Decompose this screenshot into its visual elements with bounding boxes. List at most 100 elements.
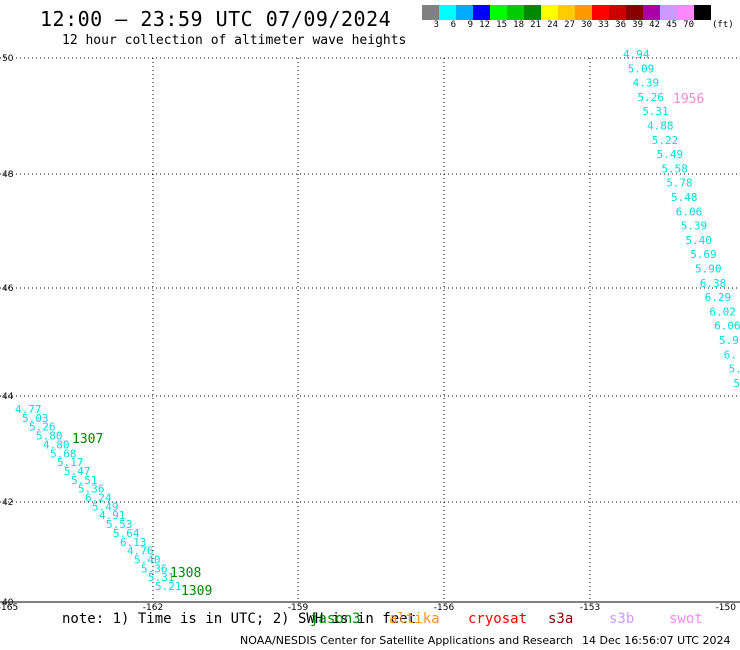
wave-height-label: 5.36 (78, 483, 105, 496)
latitude-label: 40 (2, 598, 14, 608)
color-swatch (473, 5, 490, 20)
longitude-label: -159 (288, 603, 309, 613)
wave-height-label: 5.68 (50, 447, 77, 460)
color-swatch (609, 5, 626, 20)
longitude-label: -150 (716, 603, 737, 613)
wave-height-label: 5.78 (666, 177, 693, 190)
color-tick-label: 30 (581, 20, 592, 30)
pass-time-label: 1956 (673, 92, 704, 107)
satellite-legend-s3b: s3b (609, 611, 635, 627)
satellite-legend-s3a: s3a (548, 611, 574, 627)
page-subtitle: 12 hour collection of altimeter wave hei… (62, 33, 407, 48)
wave-height-label: 5.53 (106, 518, 133, 531)
wave-height-label: 5.64 (113, 527, 140, 540)
longitude-label: -165 (0, 603, 18, 613)
pass-time-label: 1309 (181, 584, 212, 599)
color-swatch (439, 5, 456, 20)
wave-height-label: 5.31 (642, 105, 669, 118)
wave-height-label: 6.06 (714, 320, 740, 333)
wave-height-label: 4.77 (15, 403, 42, 416)
wave-height-label: 6.02 (709, 305, 736, 318)
longitude-label: -162 (143, 603, 163, 613)
wave-height-label: 5.51 (71, 474, 98, 487)
color-tick-label: 70 (683, 20, 694, 30)
wave-height-label: 5.9 (719, 334, 739, 347)
wave-height-label: 5.47 (64, 465, 91, 478)
color-tick-label: 27 (564, 20, 575, 30)
wave-height-label: 5.03 (22, 412, 49, 425)
color-tick-label: 6 (450, 20, 456, 30)
color-swatch (456, 5, 473, 20)
wave-height-label: 5.40 (134, 553, 161, 566)
wave-height-label: 5.31 (148, 571, 175, 584)
wave-height-label: 4.76 (127, 545, 154, 558)
wave-height-label: 5.90 (695, 263, 722, 276)
color-tick-label: 39 (632, 20, 643, 30)
wave-height-label: 5.48 (671, 191, 698, 204)
color-tick-label: 42 (649, 20, 660, 30)
wave-height-label: 5.26 (637, 91, 664, 104)
wave-height-label: 4.39 (633, 77, 660, 90)
color-swatch (490, 5, 507, 20)
satellite-legend-altika: altika (389, 611, 440, 627)
wave-height-label: 5.36 (141, 562, 168, 575)
satellite-legend-swot: swot (669, 611, 703, 627)
wave-height-label: 5.26 (29, 421, 56, 434)
color-tick-label: 9 (467, 20, 473, 30)
color-swatch (422, 5, 439, 20)
color-tick-label: 24 (547, 20, 558, 30)
color-swatch (660, 5, 677, 20)
color-swatch (643, 5, 660, 20)
wave-height-label: 5.80 (36, 430, 63, 443)
satellite-legend-cryosat: cryosat (468, 611, 528, 627)
wave-height-label: 5.58 (661, 162, 688, 175)
color-scale-unit: (ft) (712, 20, 734, 30)
color-tick-label: 15 (496, 20, 507, 30)
footnote: note: 1) Time is in UTC; 2) SWH is in fe… (62, 611, 417, 627)
wave-height-label: 5 (733, 377, 740, 390)
wave-height-label: 5.39 (681, 220, 708, 233)
wave-height-label: 4.80 (43, 438, 70, 451)
wave-height-label: 6.24 (85, 492, 112, 505)
wave-height-label: 6.29 (705, 291, 732, 304)
color-swatch (541, 5, 558, 20)
color-swatch (524, 5, 541, 20)
color-swatch (558, 5, 575, 20)
color-swatch (626, 5, 643, 20)
color-swatch (507, 5, 524, 20)
generation-timestamp: 14 Dec 16:56:07 UTC 2024 (582, 634, 731, 647)
latitude-label: 48 (2, 170, 14, 180)
wave-height-label: 5.49 (92, 500, 119, 513)
wave-height-label: 5.17 (57, 456, 84, 469)
wave-height-label: 5.21 (155, 580, 182, 593)
page-title: 12:00 – 23:59 UTC 07/09/2024 (40, 7, 392, 31)
wave-height-label: 5.09 (628, 62, 655, 75)
wave-height-label: 5.40 (685, 234, 712, 247)
latitude-label: 42 (2, 498, 13, 508)
wave-height-label: 5. (729, 363, 740, 376)
satellite-legend-jason3: jason3 (310, 611, 361, 627)
color-swatch (575, 5, 592, 20)
wave-height-label: 4.94 (623, 48, 650, 61)
color-tick-label: 36 (615, 20, 626, 30)
color-scale (422, 5, 711, 20)
credit-text: NOAA/NESDIS Center for Satellite Applica… (240, 634, 574, 647)
color-tick-label: 45 (666, 20, 677, 30)
color-swatch (694, 5, 711, 20)
wave-height-label: 6.06 (676, 205, 703, 218)
longitude-label: -153 (580, 603, 600, 613)
wave-height-label: 6.38 (700, 277, 727, 290)
color-tick-label: 21 (530, 20, 541, 30)
wave-height-label: 5.22 (652, 134, 679, 147)
color-tick-label: 18 (513, 20, 524, 30)
pass-time-label: 1307 (72, 432, 103, 447)
color-tick-label: 33 (598, 20, 609, 30)
wave-height-label: 6.13 (120, 536, 147, 549)
wave-height-label: 5.69 (690, 248, 717, 261)
wave-height-label: 4.88 (647, 120, 674, 133)
wave-height-label: 5.49 (657, 148, 684, 161)
color-scale-ticks: 3 6 9 12 15 18 21 24 27 30 33 36 39 42 45 70 (422, 20, 694, 30)
color-swatch (592, 5, 609, 20)
wave-height-label: 4.91 (99, 509, 126, 522)
